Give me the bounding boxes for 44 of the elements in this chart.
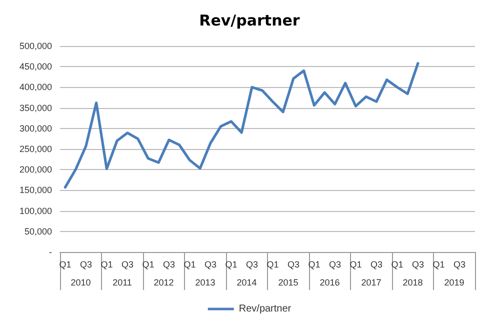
y-tick-label: 50,000 xyxy=(24,226,52,236)
y-tick-label: 450,000 xyxy=(19,62,52,72)
x-tick-label: Q1 xyxy=(308,260,320,270)
x-tick-label: Q3 xyxy=(162,260,175,270)
text: 2017 xyxy=(361,278,382,288)
x-tick-label: Q3 xyxy=(80,260,92,270)
text: 2013 xyxy=(195,278,216,288)
chart-title: Rev/partner xyxy=(199,12,300,30)
x-tick-label: Q1 xyxy=(142,260,154,270)
x-tick-label: Q1 xyxy=(59,260,72,270)
x-tick-label: Q1 xyxy=(225,260,238,270)
text: 2012 xyxy=(154,278,174,288)
text: 2016 xyxy=(320,278,340,288)
x-tick-label: Q1 xyxy=(184,260,196,270)
y-tick-label: 500,000 xyxy=(19,41,52,51)
y-tick-label: - xyxy=(49,247,52,257)
x-tick-label: Q3 xyxy=(246,260,258,270)
x-tick-label: Q1 xyxy=(100,260,113,270)
y-tick-label: 300,000 xyxy=(19,123,52,134)
x-tick-label: Q1 xyxy=(391,260,404,270)
legend-label: Rev/partner xyxy=(238,304,292,314)
text: 2015 xyxy=(278,278,298,288)
y-tick-label: 100,000 xyxy=(19,206,52,216)
text: 2010 xyxy=(70,278,91,288)
text: 2014 xyxy=(236,278,257,288)
y-tick-label: 150,000 xyxy=(19,185,52,196)
x-tick-label: Q1 xyxy=(266,260,279,270)
x-tick-label: Q3 xyxy=(412,260,424,270)
y-tick-label: 350,000 xyxy=(19,102,52,113)
text: 2019 xyxy=(444,278,464,288)
text: 2018 xyxy=(402,278,423,288)
x-tick-label: Q3 xyxy=(121,260,134,270)
x-tick-label: Q3 xyxy=(370,260,382,270)
x-tick-label: Q1 xyxy=(432,260,445,270)
x-tick-label: Q1 xyxy=(350,260,362,270)
x-tick-label: Q3 xyxy=(287,260,300,270)
x-tick-label: Q3 xyxy=(204,260,216,270)
y-tick-label: 250,000 xyxy=(19,144,52,154)
x-tick-label: Q3 xyxy=(453,260,466,270)
text: 2011 xyxy=(112,278,132,288)
y-tick-label: 200,000 xyxy=(19,164,52,175)
y-tick-label: 400,000 xyxy=(19,82,52,92)
x-tick-label: Q3 xyxy=(328,260,341,270)
line-series xyxy=(64,62,420,189)
